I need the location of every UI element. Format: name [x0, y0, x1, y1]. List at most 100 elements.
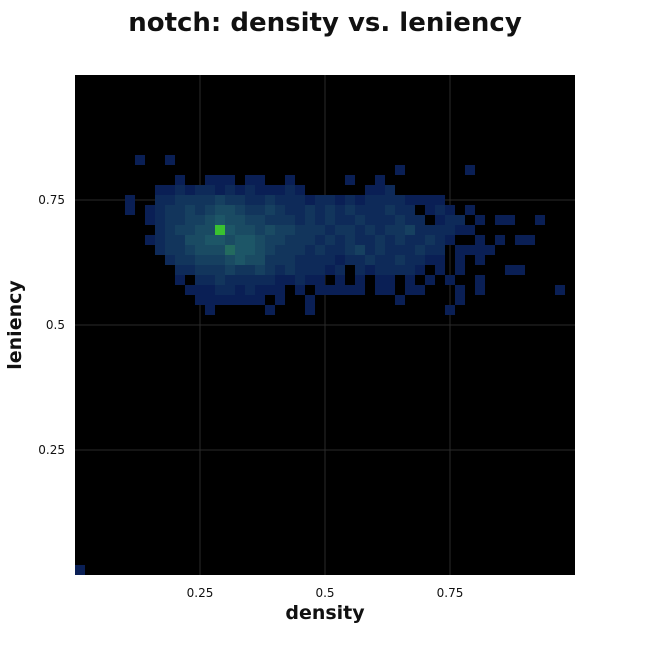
heatmap-cell: [405, 275, 415, 285]
heatmap-cell: [445, 305, 455, 315]
heatmap-cell: [535, 215, 545, 225]
heatmap-cell: [325, 245, 335, 255]
heatmap-cell: [455, 225, 465, 235]
heatmap-cell: [305, 195, 315, 205]
heatmap-cell: [225, 195, 235, 205]
heatmap-cell: [475, 255, 485, 265]
heatmap-cell: [235, 215, 245, 225]
heatmap-cell: [125, 195, 135, 205]
heatmap-cell: [195, 205, 205, 215]
heatmap-cell: [295, 195, 305, 205]
heatmap-cell: [515, 265, 525, 275]
heatmap-cell: [285, 195, 295, 205]
heatmap-cell: [335, 215, 345, 225]
heatmap-cell: [275, 255, 285, 265]
heatmap-cell: [425, 205, 435, 215]
heatmap-cell: [175, 245, 185, 255]
heatmap-cell: [245, 195, 255, 205]
heatmap-cell: [175, 225, 185, 235]
heatmap-cell: [235, 245, 245, 255]
heatmap-cell: [265, 285, 275, 295]
heatmap-cell: [245, 245, 255, 255]
heatmap-cell: [205, 185, 215, 195]
heatmap-cell: [225, 175, 235, 185]
heatmap-cell: [425, 275, 435, 285]
heatmap-cell: [475, 215, 485, 225]
heatmap-cell: [375, 275, 385, 285]
heatmap-cell: [245, 225, 255, 235]
heatmap-cell: [235, 205, 245, 215]
heatmap-cell: [365, 225, 375, 235]
heatmap-cell: [245, 295, 255, 305]
heatmap-cell: [355, 215, 365, 225]
heatmap-cell: [385, 255, 395, 265]
heatmap-cell: [235, 225, 245, 235]
heatmap-cell: [295, 275, 305, 285]
heatmap-cell: [385, 285, 395, 295]
heatmap-cell: [335, 255, 345, 265]
heatmap-cell: [245, 205, 255, 215]
heatmap-cell: [155, 235, 165, 245]
heatmap-cell: [305, 255, 315, 265]
heatmap-cell: [405, 195, 415, 205]
heatmap-cell: [455, 215, 465, 225]
heatmap-cell: [205, 295, 215, 305]
heatmap-cell: [365, 265, 375, 275]
heatmap-cell: [475, 285, 485, 295]
heatmap-cell: [255, 185, 265, 195]
heatmap-cell: [265, 245, 275, 255]
heatmap-cell: [395, 215, 405, 225]
heatmap-cell: [375, 255, 385, 265]
heatmap-cell: [165, 185, 175, 195]
heatmap-cell: [455, 265, 465, 275]
heatmap-cell: [325, 285, 335, 295]
heatmap-cell: [355, 275, 365, 285]
heatmap-cell: [395, 265, 405, 275]
heatmap-cell: [405, 235, 415, 245]
heatmap-cell: [165, 155, 175, 165]
heatmap-cell: [365, 195, 375, 205]
heatmap-cell: [375, 175, 385, 185]
heatmap-cell: [335, 275, 345, 285]
heatmap-cell: [335, 235, 345, 245]
heatmap-cell: [235, 275, 245, 285]
heatmap-cell: [205, 265, 215, 275]
heatmap-cell: [275, 285, 285, 295]
heatmap-cell: [165, 255, 175, 265]
heatmap-cell: [375, 215, 385, 225]
heatmap-cell: [215, 245, 225, 255]
heatmap-cell: [305, 225, 315, 235]
heatmap-cell: [195, 265, 205, 275]
heatmap-cell: [225, 285, 235, 295]
heatmap-cell: [175, 205, 185, 215]
heatmap-cell: [335, 245, 345, 255]
heatmap-cell: [185, 195, 195, 205]
heatmap-cell: [275, 215, 285, 225]
heatmap-cell: [245, 235, 255, 245]
heatmap-cell: [415, 235, 425, 245]
heatmap-cell: [355, 225, 365, 235]
heatmap-cell: [365, 185, 375, 195]
heatmap-cell: [175, 215, 185, 225]
heatmap-cell: [285, 205, 295, 215]
heatmap-cell: [245, 265, 255, 275]
heatmap-cell: [205, 195, 215, 205]
heatmap-cell: [285, 185, 295, 195]
heatmap-cell: [335, 225, 345, 235]
heatmap-cell: [375, 225, 385, 235]
heatmap-cell: [335, 195, 345, 205]
heatmap-cell: [285, 235, 295, 245]
heatmap-cell: [365, 215, 375, 225]
heatmap-cell: [255, 265, 265, 275]
heatmap-cell: [315, 265, 325, 275]
heatmap-cell: [255, 215, 265, 225]
heatmap-cell: [205, 215, 215, 225]
heatmap-cell: [135, 155, 145, 165]
heatmap-cell: [255, 275, 265, 285]
heatmap-cell: [275, 225, 285, 235]
heatmap-cell: [165, 195, 175, 205]
heatmap-cell: [275, 195, 285, 205]
heatmap-cell: [295, 205, 305, 215]
heatmap-cell: [265, 255, 275, 265]
